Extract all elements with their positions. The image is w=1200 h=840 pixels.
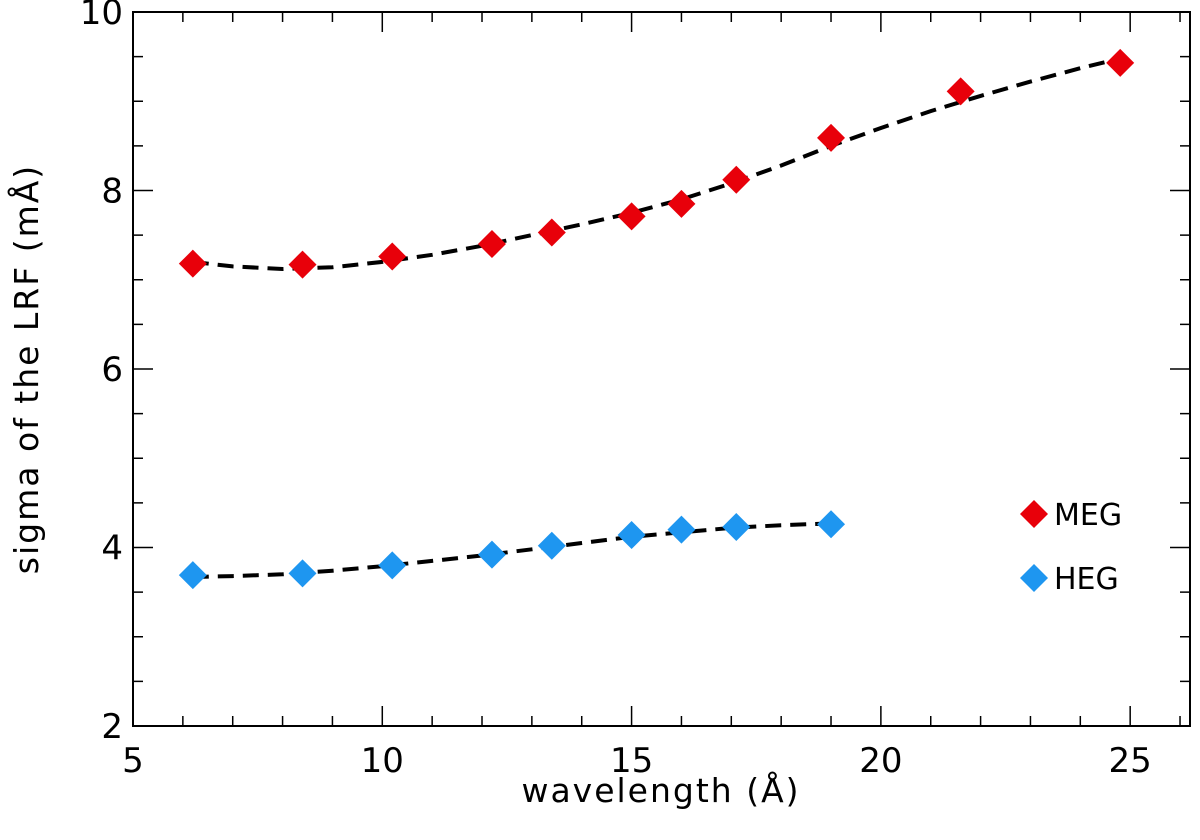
heg-point	[722, 512, 751, 541]
x-tick-label: 25	[1109, 741, 1152, 781]
heg-point	[537, 531, 566, 560]
meg-fit-curve	[192, 56, 1121, 272]
heg-point	[617, 521, 646, 550]
x-tick-label: 15	[610, 741, 653, 781]
heg-legend-marker	[1020, 564, 1048, 592]
plot-frame	[132, 11, 1191, 727]
meg-point	[288, 250, 317, 279]
fit-curves	[192, 56, 1121, 579]
heg-point	[378, 551, 407, 580]
y-tick-label: 8	[101, 172, 123, 212]
y-tick-label: 6	[101, 350, 123, 390]
meg-point	[1106, 48, 1135, 77]
meg-point	[378, 242, 407, 271]
x-tick-label: 5	[122, 741, 144, 781]
meg-point	[722, 165, 751, 194]
axis-tick-labels: 5 10 15 20 25 2 4 6 8 10	[80, 0, 1152, 781]
meg-point	[178, 249, 207, 278]
meg-legend-marker	[1020, 500, 1048, 528]
meg-point	[667, 189, 696, 218]
meg-legend-label: MEG	[1054, 498, 1122, 533]
y-tick-label: 4	[101, 529, 123, 569]
x-axis-title: wavelength (Å)	[521, 770, 800, 810]
meg-point	[817, 123, 846, 152]
axis-ticks	[132, 11, 1190, 727]
heg-point	[178, 561, 207, 590]
y-tick-label: 10	[80, 0, 123, 33]
y-tick-label: 2	[101, 707, 123, 747]
meg-point	[477, 230, 506, 259]
heg-fit-curve	[192, 521, 832, 579]
x-tick-label: 10	[361, 741, 404, 781]
heg-point	[667, 515, 696, 544]
meg-point	[617, 202, 646, 231]
heg-point	[817, 510, 846, 539]
data-points	[178, 48, 1135, 590]
heg-point	[288, 559, 317, 588]
legend: MEG HEG	[1020, 498, 1122, 597]
x-tick-label: 20	[859, 741, 902, 781]
heg-legend-label: HEG	[1054, 562, 1119, 597]
y-axis-title: sigma of the LRF (mÅ)	[6, 164, 46, 574]
heg-point	[477, 540, 506, 569]
meg-point	[537, 218, 566, 247]
meg-point	[946, 77, 975, 106]
